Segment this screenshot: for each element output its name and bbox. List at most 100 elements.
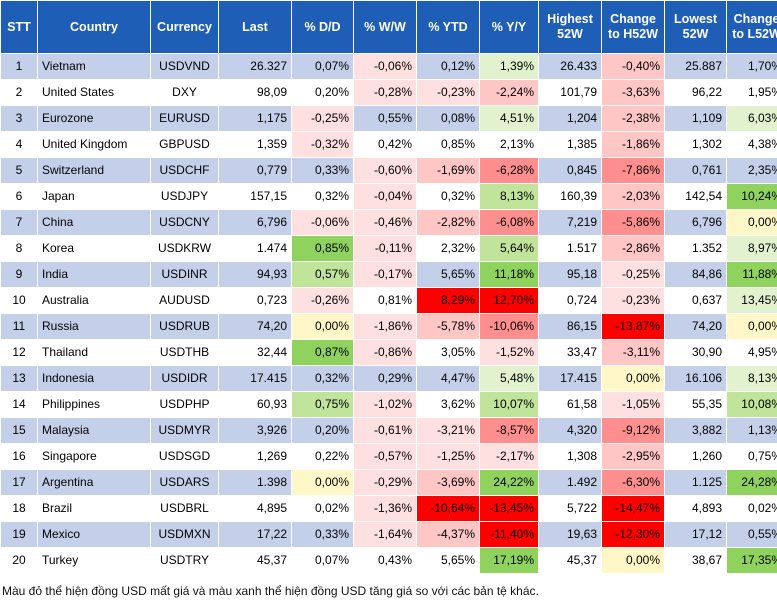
cell-country: United States — [37, 79, 151, 106]
cell-dd: 0,20% — [291, 417, 354, 444]
cell-dd: -0,26% — [291, 287, 354, 314]
cell-stt: 9 — [0, 261, 38, 288]
cell-last: 74,20 — [218, 313, 292, 340]
cell-stt: 12 — [0, 339, 38, 366]
table-body: 1 Vietnam USDVND 26.327 0,07% -0,06% 0,12% 1,39… — [0, 53, 777, 574]
cell-low52: 1.125 — [664, 469, 727, 496]
table-row: 16 Singapore USDSGD 1,269 0,22% -0,57% -1,25% -… — [0, 443, 777, 470]
cell-stt: 16 — [0, 443, 38, 470]
cell-ytd: 3,62% — [416, 391, 480, 418]
cell-country: Eurozone — [37, 105, 151, 132]
cell-dd: 0,32% — [291, 183, 354, 210]
cell-low52: 96,22 — [664, 79, 727, 106]
cell-country: Australia — [37, 287, 151, 314]
cell-last: 4,895 — [218, 495, 292, 522]
cell-currency: USDVND — [150, 53, 219, 80]
cell-dd: -0,25% — [291, 105, 354, 132]
cell-currency: USDKRW — [150, 235, 219, 262]
cell-change-l52: 8,97% — [726, 235, 777, 262]
cell-currency: USDCNY — [150, 209, 219, 236]
cell-dd: 0,07% — [291, 53, 354, 80]
fx-table: STT Country Currency Last % D/D % W/W % … — [0, 0, 777, 574]
cell-ww: 0,43% — [353, 547, 417, 574]
header-ytd: % YTD — [416, 0, 480, 54]
cell-change-h52: -2,03% — [601, 183, 665, 210]
cell-dd: -0,06% — [291, 209, 354, 236]
cell-high52: 1,204 — [538, 105, 602, 132]
cell-country: Argentina — [37, 469, 151, 496]
cell-currency: USDINR — [150, 261, 219, 288]
cell-high52: 33,47 — [538, 339, 602, 366]
cell-high52: 0,724 — [538, 287, 602, 314]
cell-country: Thailand — [37, 339, 151, 366]
cell-ytd: 5,65% — [416, 261, 480, 288]
cell-change-l52: 0,55% — [726, 521, 777, 548]
cell-country: Brazil — [37, 495, 151, 522]
cell-high52: 1,385 — [538, 131, 602, 158]
cell-last: 3,926 — [218, 417, 292, 444]
cell-low52: 38,67 — [664, 547, 727, 574]
cell-currency: USDJPY — [150, 183, 219, 210]
cell-ytd: -2,82% — [416, 209, 480, 236]
cell-ww: -0,17% — [353, 261, 417, 288]
table-row: 4 United Kingdom GBPUSD 1,359 -0,32% 0,42% 0,8… — [0, 131, 777, 158]
header-row: STT Country Currency Last % D/D % W/W % … — [0, 0, 777, 54]
cell-currency: USDTRY — [150, 547, 219, 574]
table-row: 18 Brazil USDBRL 4,895 0,02% -1,36% -10,64% -13… — [0, 495, 777, 522]
cell-change-l52: 4,95% — [726, 339, 777, 366]
cell-last: 17,22 — [218, 521, 292, 548]
cell-low52: 0,761 — [664, 157, 727, 184]
header-change-l52: Change to L52W — [726, 0, 777, 54]
cell-change-l52: 2,35% — [726, 157, 777, 184]
cell-dd: 0,75% — [291, 391, 354, 418]
cell-yy: 5,64% — [479, 235, 539, 262]
cell-stt: 1 — [0, 53, 38, 80]
cell-ww: -0,29% — [353, 469, 417, 496]
cell-change-h52: 0,00% — [601, 365, 665, 392]
cell-change-l52: 10,24% — [726, 183, 777, 210]
header-last: Last — [218, 0, 292, 54]
cell-stt: 8 — [0, 235, 38, 262]
table-row: 1 Vietnam USDVND 26.327 0,07% -0,06% 0,12% 1,39… — [0, 53, 777, 80]
cell-currency: USDCHF — [150, 157, 219, 184]
cell-yy: -11,40% — [479, 521, 539, 548]
cell-currency: USDIDR — [150, 365, 219, 392]
cell-yy: -10,06% — [479, 313, 539, 340]
cell-change-h52: -0,25% — [601, 261, 665, 288]
cell-yy: 10,07% — [479, 391, 539, 418]
cell-ytd: 3,05% — [416, 339, 480, 366]
cell-low52: 0,637 — [664, 287, 727, 314]
cell-stt: 5 — [0, 157, 38, 184]
header-low52: Lowest 52W — [664, 0, 727, 54]
cell-yy: 12,70% — [479, 287, 539, 314]
cell-yy: 5,48% — [479, 365, 539, 392]
cell-change-h52: -13,87% — [601, 313, 665, 340]
cell-high52: 95,18 — [538, 261, 602, 288]
cell-yy: -2,24% — [479, 79, 539, 106]
cell-dd: 0,00% — [291, 469, 354, 496]
header-ww: % W/W — [353, 0, 417, 54]
cell-stt: 4 — [0, 131, 38, 158]
cell-last: 32,44 — [218, 339, 292, 366]
header-currency: Currency — [150, 0, 219, 54]
cell-currency: USDMYR — [150, 417, 219, 444]
cell-high52: 4,320 — [538, 417, 602, 444]
cell-last: 94,93 — [218, 261, 292, 288]
table-row: 20 Turkey USDTRY 45,37 0,07% 0,43% 5,65% 17,19%… — [0, 547, 777, 574]
cell-low52: 25.887 — [664, 53, 727, 80]
cell-stt: 18 — [0, 495, 38, 522]
cell-change-l52: 6,03% — [726, 105, 777, 132]
table-row: 3 Eurozone EURUSD 1,175 -0,25% 0,55% 0,08% 4,51… — [0, 105, 777, 132]
cell-ww: 0,29% — [353, 365, 417, 392]
cell-currency: USDTHB — [150, 339, 219, 366]
cell-ytd: 0,12% — [416, 53, 480, 80]
cell-low52: 6,796 — [664, 209, 727, 236]
table-row: 9 India USDINR 94,93 0,57% -0,17% 5,65% 11,18% 9… — [0, 261, 777, 288]
cell-high52: 5,722 — [538, 495, 602, 522]
cell-stt: 15 — [0, 417, 38, 444]
cell-stt: 17 — [0, 469, 38, 496]
cell-change-l52: 1,13% — [726, 417, 777, 444]
cell-ww: -0,11% — [353, 235, 417, 262]
cell-change-h52: -5,86% — [601, 209, 665, 236]
cell-dd: 0,32% — [291, 365, 354, 392]
